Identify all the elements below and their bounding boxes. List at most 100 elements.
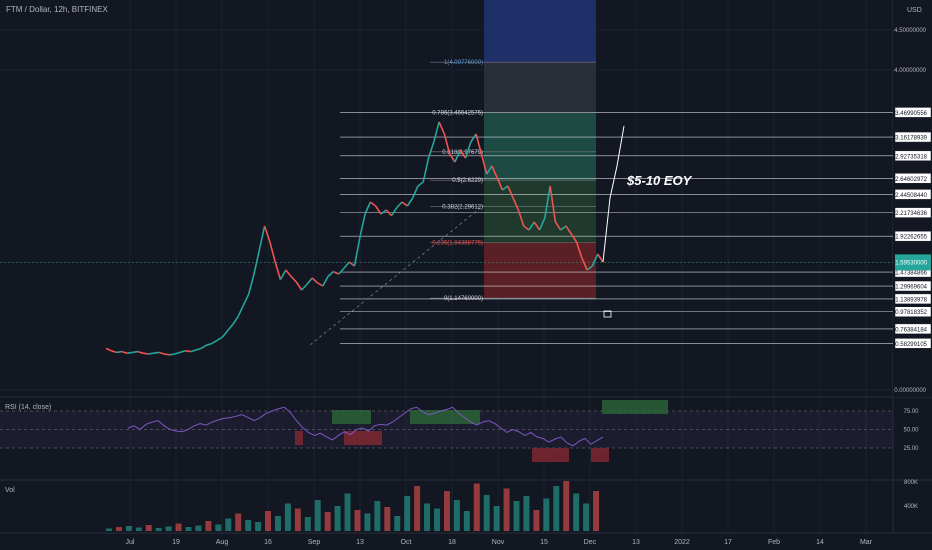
marker-icon xyxy=(603,310,612,318)
price-segment xyxy=(279,269,287,280)
fib-label: 0.382(2.29612) xyxy=(442,204,483,210)
price-tick: 4.50000000 xyxy=(894,28,926,34)
price-segment xyxy=(475,133,483,155)
price-segment xyxy=(353,237,361,267)
box-blue xyxy=(484,0,596,63)
volume-bar xyxy=(593,491,600,531)
level-tag xyxy=(894,207,932,218)
time-tick: 14 xyxy=(816,539,824,546)
volume-bar xyxy=(404,496,411,531)
price-segment xyxy=(111,350,117,354)
rsi-panel: 75.00 50.00 25.00 xyxy=(0,400,919,462)
volume-bar xyxy=(215,524,222,531)
level-tag-label: 3.16178939 xyxy=(895,136,927,142)
level-tag-label: 3.46990556 xyxy=(895,111,927,117)
fib-label: 1(4.09776000) xyxy=(444,60,483,66)
price-segment xyxy=(359,213,366,239)
volume-bar xyxy=(175,523,182,531)
volume-bar xyxy=(473,483,480,531)
box-bottom-red xyxy=(484,242,596,299)
price-segment xyxy=(565,225,572,235)
price-segment xyxy=(258,225,266,251)
level-tag-label: 1.29969604 xyxy=(895,285,927,291)
current-price-tag xyxy=(895,254,931,271)
price-segment xyxy=(575,241,583,259)
price-segment xyxy=(380,209,387,215)
price-segment xyxy=(285,269,292,277)
price-segment xyxy=(470,133,477,143)
rsi-tick: 25.00 xyxy=(903,446,919,452)
price-segment xyxy=(153,351,159,354)
volume-bar xyxy=(394,516,401,531)
rsi-tick: 50.00 xyxy=(903,428,919,434)
price-segment xyxy=(560,225,567,231)
time-tick: 2022 xyxy=(674,539,690,546)
rsi-zone xyxy=(344,431,382,445)
time-tick: 15 xyxy=(540,539,548,546)
price-segment xyxy=(523,225,530,231)
price-segment xyxy=(427,141,435,159)
time-tick: Jul xyxy=(126,539,135,546)
price-segment xyxy=(417,181,424,187)
price-segment xyxy=(247,273,255,295)
price-segment xyxy=(422,157,430,183)
price-segment xyxy=(237,304,245,317)
rsi-zone xyxy=(332,410,371,424)
price-segment xyxy=(169,353,175,356)
level-tag-label: 0.58299105 xyxy=(895,342,927,348)
price-segment xyxy=(263,225,271,243)
volume-bar xyxy=(274,516,281,531)
volume-bar xyxy=(443,491,450,531)
volume-bar xyxy=(424,503,431,531)
volume-bar xyxy=(294,508,301,531)
price-segment xyxy=(306,277,313,285)
fib-label: 0.786(3.46642576) xyxy=(432,111,483,117)
price-segment xyxy=(311,277,319,284)
time-tick: Oct xyxy=(401,539,412,546)
volume-bar xyxy=(195,525,202,531)
rsi-zone xyxy=(532,448,569,462)
rsi-zone xyxy=(410,410,480,424)
volume-bar xyxy=(125,526,132,531)
rsi-tick: 75.00 xyxy=(903,409,919,415)
price-segment xyxy=(226,323,234,332)
price-segment xyxy=(586,265,593,271)
level-tag xyxy=(894,107,932,118)
price-segment xyxy=(132,350,138,354)
volume-bar xyxy=(145,525,152,531)
volume-bar xyxy=(284,503,291,531)
time-tick: 18 xyxy=(448,539,456,546)
rsi-zone xyxy=(591,448,609,462)
volume-bar xyxy=(115,527,122,531)
price-segment xyxy=(137,350,144,354)
rsi-title: RSI (14, close) xyxy=(5,404,51,411)
box-teal xyxy=(484,112,596,181)
price-segment xyxy=(269,241,276,263)
price-segment xyxy=(295,281,303,291)
level-tag-label: 2.21734636 xyxy=(895,211,927,217)
price-segment xyxy=(486,165,493,175)
price-segment xyxy=(317,282,324,287)
volume-bar xyxy=(314,500,321,531)
price-segment xyxy=(581,257,588,271)
price-target-annotation: $5-10 EOY xyxy=(626,173,693,188)
price-segment xyxy=(507,185,514,199)
price-segment xyxy=(348,261,355,267)
volume-bar xyxy=(563,481,570,531)
level-tag xyxy=(894,189,932,200)
price-segment xyxy=(148,352,154,355)
price-segment xyxy=(343,261,350,269)
level-tag xyxy=(894,173,932,184)
fib-label: 0.5(2.6229) xyxy=(452,178,483,184)
price-segment xyxy=(491,165,498,179)
price-segment xyxy=(105,347,112,352)
volume-bar xyxy=(573,493,580,531)
price-segment xyxy=(401,201,408,207)
time-tick: Aug xyxy=(216,539,229,546)
level-tag-label: 2.64602972 xyxy=(895,177,927,183)
volume-bar xyxy=(235,513,242,531)
price-segment xyxy=(232,315,239,325)
price-segment xyxy=(322,276,329,287)
volume-panel: 800K 400K xyxy=(106,480,918,531)
